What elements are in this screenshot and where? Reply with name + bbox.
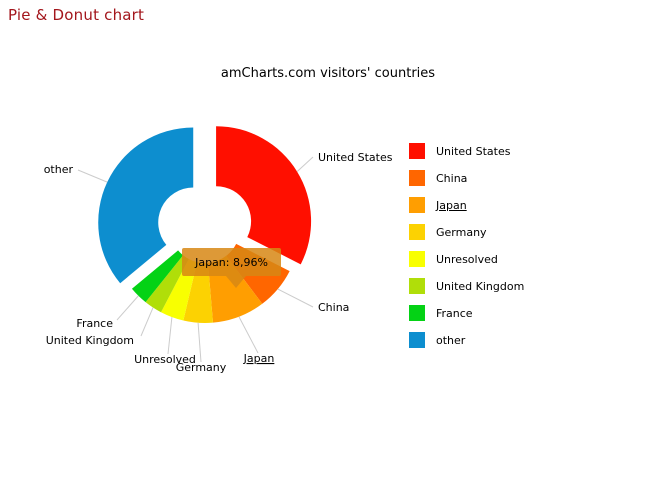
chart-title: amCharts.com visitors' countries xyxy=(220,66,436,81)
leader-line-united-kingdom xyxy=(140,307,154,337)
leader-line-other xyxy=(77,169,108,183)
legend-item-united-kingdom[interactable]: United Kingdom xyxy=(409,278,609,294)
leader-line-germany xyxy=(197,322,202,363)
leader-line-france xyxy=(116,295,139,321)
leader-line-japan xyxy=(238,316,259,354)
legend-swatch xyxy=(409,305,425,321)
slice-label-france: France xyxy=(76,317,113,330)
slice-label-germany: Germany xyxy=(176,361,227,374)
slice-germany[interactable] xyxy=(183,262,213,323)
legend-item-other[interactable]: other xyxy=(409,332,609,348)
slice-france[interactable] xyxy=(131,250,184,303)
legend-swatch xyxy=(409,278,425,294)
legend-label: Germany xyxy=(436,226,487,239)
legend-label: other xyxy=(436,334,466,347)
slice-label-china: China xyxy=(318,301,349,314)
slice-tooltip: Japan: 8,96% xyxy=(182,248,281,276)
legend-item-unresolved[interactable]: Unresolved xyxy=(409,251,609,267)
slice-other[interactable] xyxy=(98,127,194,284)
legend-swatch xyxy=(409,332,425,348)
legend-item-france[interactable]: France xyxy=(409,305,609,321)
legend-label: Japan xyxy=(436,199,467,212)
slice-label-united-states: United States xyxy=(318,151,393,164)
legend-label: China xyxy=(436,172,468,185)
legend-item-germany[interactable]: Germany xyxy=(409,224,609,240)
slice-label-united-kingdom: United Kingdom xyxy=(46,334,134,347)
legend-swatch xyxy=(409,224,425,240)
leader-line-china xyxy=(277,288,314,308)
slice-label-japan: Japan xyxy=(243,352,275,365)
legend-item-united-states[interactable]: United States xyxy=(409,143,609,159)
legend-swatch xyxy=(409,251,425,267)
legend-label: France xyxy=(436,307,473,320)
leader-line-united-states xyxy=(296,156,314,172)
tooltip-text: Japan: 8,96% xyxy=(195,256,268,269)
legend-item-china[interactable]: China xyxy=(409,170,609,186)
legend-label: Unresolved xyxy=(436,253,498,266)
slice-united-kingdom[interactable] xyxy=(145,255,189,313)
slice-label-unresolved: Unresolved xyxy=(134,353,196,366)
legend-swatch xyxy=(409,170,425,186)
slice-label-other: other xyxy=(44,163,74,176)
legend-swatch xyxy=(409,143,425,159)
legend-label: United Kingdom xyxy=(436,280,525,293)
legend-item-japan[interactable]: Japan xyxy=(409,197,609,213)
slice-united-states[interactable] xyxy=(216,126,312,265)
legend-swatch xyxy=(409,197,425,213)
leader-line-unresolved xyxy=(167,317,173,355)
tooltip-pointer xyxy=(226,276,246,288)
legend-label: United States xyxy=(436,145,511,158)
page-heading: Pie & Donut chart xyxy=(8,6,145,24)
